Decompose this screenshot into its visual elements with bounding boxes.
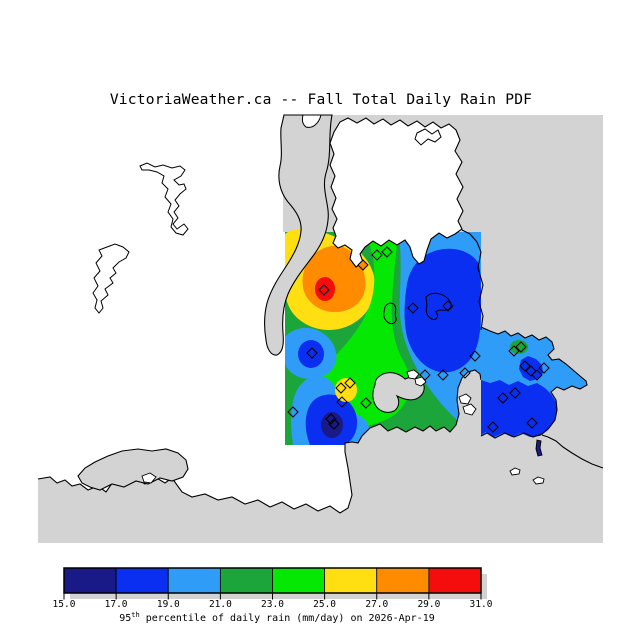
east-islands — [480, 326, 588, 439]
colorbar-segment — [219, 567, 273, 594]
lake-outline — [92, 243, 130, 314]
colorbar-label-1: 17.0 — [105, 599, 128, 610]
station-diamond-icon — [442, 300, 454, 312]
colorbar-labels: 15.0 17.0 19.0 21.0 23.0 25.0 27.0 29.0 … — [53, 599, 493, 610]
colorbar-segment — [63, 567, 117, 594]
station-diamond-icon — [531, 369, 543, 381]
northeast-coastline — [461, 229, 484, 331]
island-outline — [383, 302, 397, 325]
colorbar-segment — [272, 567, 326, 594]
station-diamond-icon — [538, 362, 550, 374]
colorbar-label-4: 23.0 — [261, 599, 284, 610]
colorbar-ticks — [63, 593, 482, 600]
station-diamond-icon — [344, 377, 356, 389]
colorbar-segment — [376, 567, 430, 594]
station-diamond-icon — [526, 417, 538, 429]
caption-rest: percentile of daily rain (mm/day) on 202… — [140, 613, 435, 624]
station-diamond-icon — [459, 367, 471, 379]
station-diamond-icon — [519, 360, 531, 372]
islet — [462, 403, 477, 416]
north-island-landmass — [329, 117, 464, 268]
islet — [509, 467, 521, 476]
station-diamond-icon — [325, 413, 337, 425]
island-outline — [425, 292, 452, 320]
colorbar-label-2: 19.0 — [157, 599, 180, 610]
saanich-inlet-water — [264, 114, 333, 356]
lake-outline — [139, 162, 189, 236]
colorbar-label-6: 27.0 — [365, 599, 388, 610]
colorbar-segments — [63, 567, 482, 594]
colorbar-segment — [115, 567, 169, 594]
caption-superscript: th — [131, 611, 139, 619]
station-diamond-icon — [357, 259, 369, 271]
harbour-islet — [414, 376, 427, 387]
harbour-water — [372, 369, 427, 413]
contour-blue-west-cell — [298, 340, 324, 368]
station-diamond-icon — [306, 347, 318, 359]
contour-navy-core — [321, 412, 343, 438]
station-diamond-icon — [407, 302, 419, 314]
east-island-darkblue-patch — [519, 356, 543, 381]
station-diamond-icon — [360, 397, 372, 409]
station-diamond-icon — [287, 406, 299, 418]
station-diamond-icon — [515, 341, 527, 353]
colorbar-label-0: 15.0 — [53, 599, 76, 610]
colorbar-label-5: 25.0 — [313, 599, 336, 610]
peninsula-islet — [141, 472, 157, 484]
colorbar-segment — [324, 567, 378, 594]
colorbar-label-8: 31.0 — [470, 599, 493, 610]
station-layer — [287, 246, 550, 433]
small-islands — [383, 292, 545, 485]
colorbar-segment — [428, 567, 482, 594]
east-sooke-peninsula — [77, 448, 189, 491]
east-island-coastline — [480, 326, 588, 439]
station-diamond-icon — [336, 396, 348, 408]
station-diamond-icon — [419, 369, 431, 381]
caption-value: 95 — [119, 613, 131, 624]
station-diamond-icon — [469, 350, 481, 362]
south-strait-water — [38, 370, 603, 543]
station-diamond-icon — [371, 249, 383, 261]
station-diamond-icon — [508, 345, 520, 357]
harbour-inlet — [372, 372, 425, 413]
islet — [532, 476, 545, 485]
station-diamond-icon — [381, 246, 393, 258]
southeast-coastline — [541, 434, 604, 469]
harbour-islet — [406, 369, 420, 380]
station-diamond-icon — [328, 418, 340, 430]
colorbar-label-3: 21.0 — [209, 599, 232, 610]
station-diamond-icon — [509, 387, 521, 399]
east-island-green-patch — [510, 340, 528, 354]
station-diamond-icon — [497, 392, 509, 404]
peninsula-water — [77, 448, 189, 491]
lake-outlines — [92, 162, 189, 314]
colorbar-segment — [167, 567, 221, 594]
station-diamond-icon — [318, 284, 330, 296]
islet — [458, 393, 472, 405]
inlet-head-land — [301, 114, 322, 128]
contour-red-core — [315, 277, 335, 301]
colorbar-label-7: 29.0 — [417, 599, 440, 610]
east-island-blue-south — [481, 380, 557, 437]
colorbar-caption: 95th percentile of daily rain (mm/day) o… — [119, 611, 435, 624]
colorbar: 15.0 17.0 19.0 21.0 23.0 25.0 27.0 29.0 … — [53, 567, 493, 624]
station-diamond-icon — [335, 382, 347, 394]
page-title: VictoriaWeather.ca -- Fall Total Daily R… — [110, 91, 532, 108]
station-diamond-icon — [487, 421, 499, 433]
rain-contour-layer — [284, 228, 481, 445]
islet — [535, 439, 543, 457]
island-lake-outline — [414, 128, 442, 146]
station-diamond-icon — [437, 369, 449, 381]
